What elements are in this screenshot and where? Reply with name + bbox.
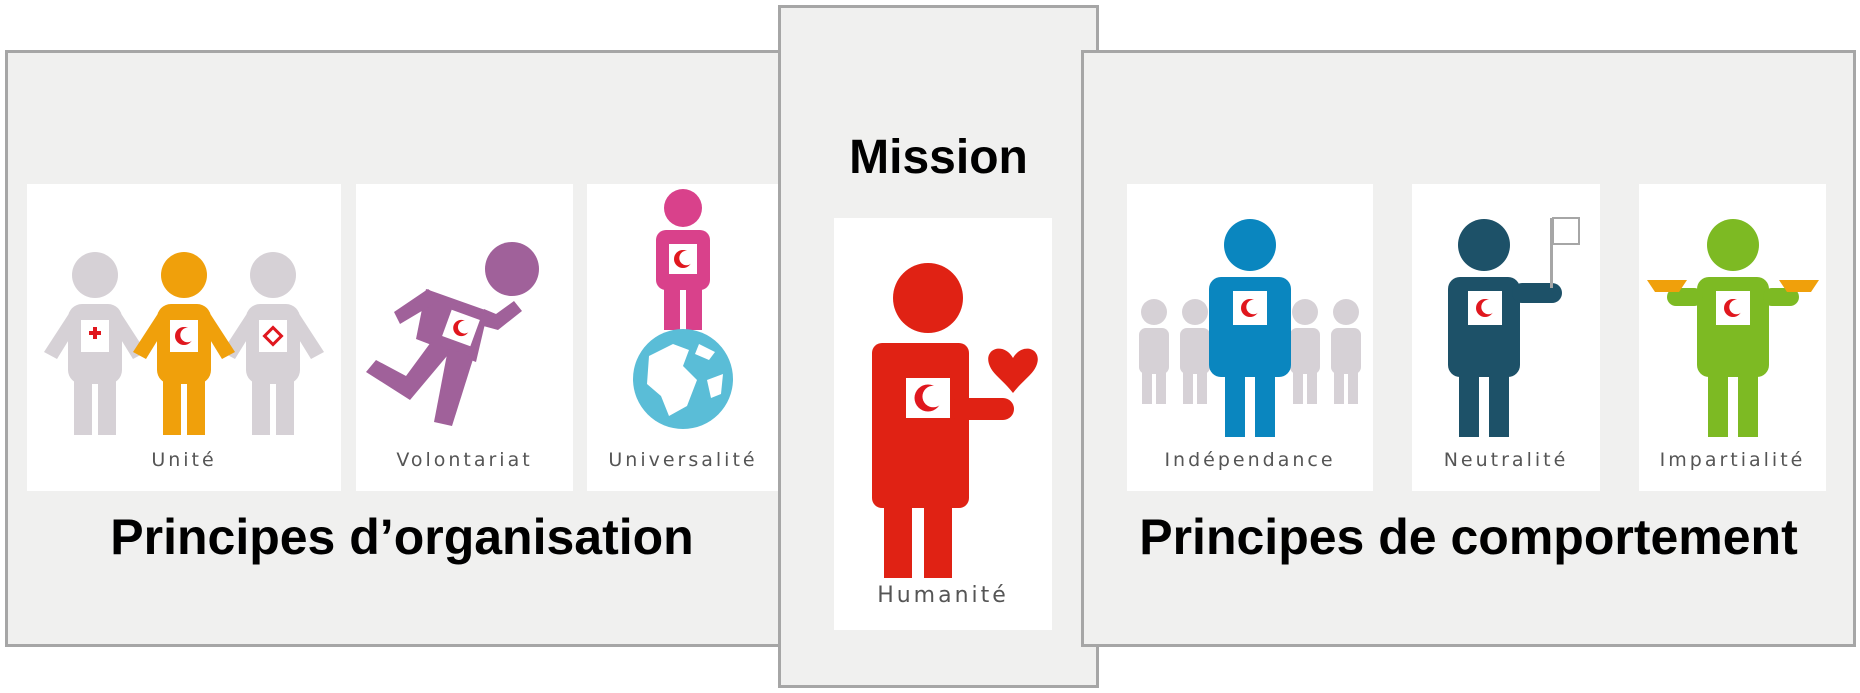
- organisation-principles-panel: Unité Volontariat: [5, 50, 797, 647]
- person-in-crowd-icon: [1139, 219, 1361, 437]
- person-with-flag-icon: [1448, 217, 1580, 437]
- neutralite-card: Neutralité: [1412, 184, 1600, 491]
- neutralite-label: Neutralité: [1443, 449, 1569, 471]
- behavior-principles-title: Principes de comportement: [1139, 509, 1798, 565]
- unite-label: Unité: [151, 449, 217, 471]
- mission-title: Mission: [849, 131, 1028, 184]
- universalite-label: Universalité: [608, 449, 758, 471]
- running-person-icon: [366, 242, 539, 426]
- person-with-scales-icon: [1647, 219, 1819, 437]
- person-on-globe-icon: [633, 189, 733, 429]
- three-people-icon: [44, 252, 324, 435]
- organisation-principles-title: Principes d’organisation: [110, 509, 694, 565]
- volontariat-label: Volontariat: [396, 449, 533, 471]
- unite-card: Unité: [27, 184, 341, 491]
- humanite-label: Humanité: [877, 583, 1009, 608]
- independance-card: Indépendance: [1127, 184, 1373, 491]
- impartialite-label: Impartialité: [1659, 449, 1806, 471]
- humanite-card: Humanité: [834, 218, 1052, 630]
- person-with-heart-icon: [872, 263, 1038, 578]
- impartialite-card: Impartialité: [1639, 184, 1826, 491]
- independance-label: Indépendance: [1164, 449, 1336, 471]
- behavior-principles-panel: Indépendance Neutralité: [1081, 50, 1856, 647]
- mission-panel: Mission Humanité: [778, 5, 1099, 688]
- universalite-card: Universalité: [587, 184, 779, 491]
- volontariat-card: Volontariat: [356, 184, 573, 491]
